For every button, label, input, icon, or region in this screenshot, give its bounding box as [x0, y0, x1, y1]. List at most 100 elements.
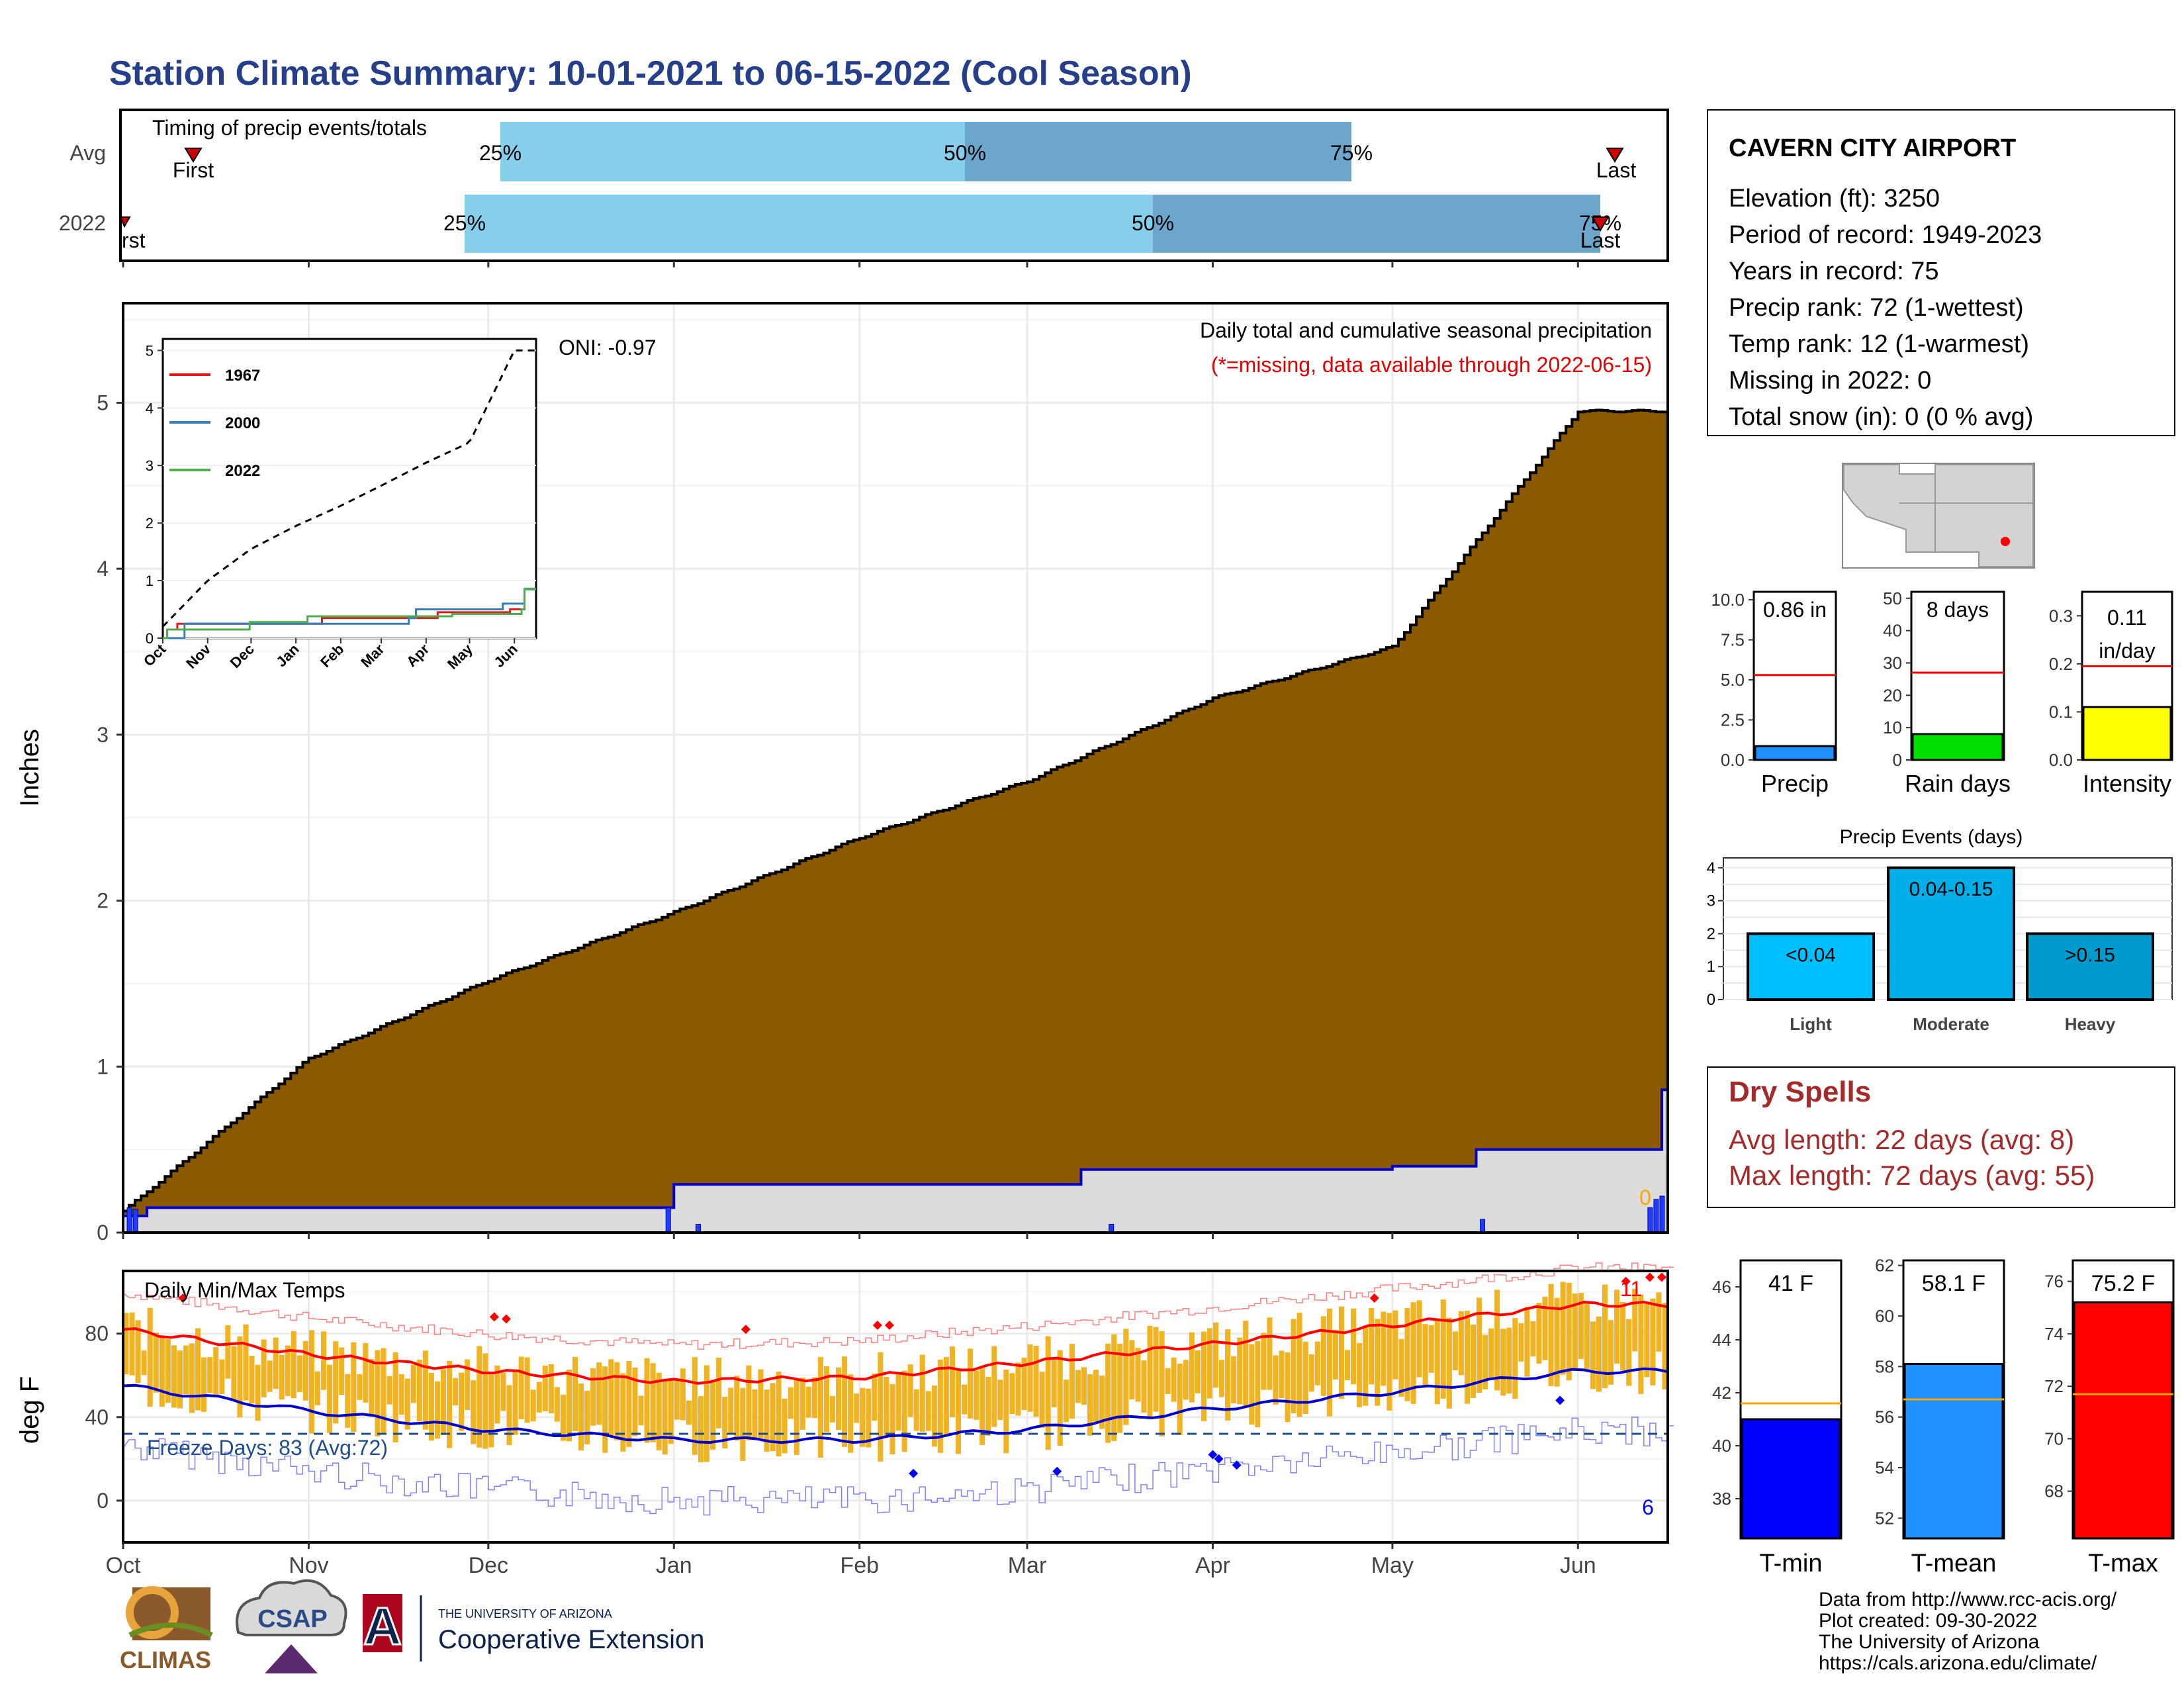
- daily-temp-bar: [1506, 1327, 1512, 1394]
- mini-bar-tick-label: 44: [1712, 1330, 1731, 1350]
- avg-p75-label: 75%: [1330, 141, 1373, 165]
- month-label: Apr: [1195, 1553, 1230, 1578]
- mini-bar-tick-label: 0: [1893, 750, 1902, 770]
- mini-bar-tick-label: 10: [1883, 718, 1902, 737]
- mini-bar-chart: 0 10 20 30 40 50 8 days Rain days: [1883, 588, 2011, 797]
- daily-temp-bar: [1231, 1356, 1237, 1403]
- daily-temp-bar: [153, 1333, 159, 1393]
- y2022-first-label: rst: [122, 228, 146, 252]
- ua-logo: A THE UNIVERSITY OF ARIZONA Cooperative …: [363, 1594, 704, 1662]
- daily-temp-bar: [1632, 1289, 1638, 1352]
- daily-temp-bar: [626, 1361, 632, 1447]
- daily-temp-bar: [710, 1380, 716, 1450]
- daily-temp-bar: [901, 1370, 907, 1452]
- daily-temp-bar: [590, 1368, 596, 1426]
- daily-temp-bar: [680, 1368, 686, 1421]
- daily-temp-bar: [333, 1341, 339, 1424]
- daily-temp-bar: [141, 1350, 147, 1376]
- daily-temp-bar: [1590, 1321, 1596, 1389]
- daily-temp-bar: [1189, 1332, 1195, 1403]
- csap-logo-cloud: [236, 1579, 347, 1636]
- daily-temp-bar: [656, 1372, 662, 1450]
- daily-temp-bar: [1363, 1325, 1369, 1406]
- events-category-label: Moderate: [1913, 1014, 1989, 1034]
- daily-temp-bar: [1530, 1321, 1536, 1357]
- daily-temp-bar: [1249, 1344, 1255, 1425]
- daily-temp-bar: [1009, 1373, 1015, 1415]
- temperature-bars: 38 40 42 44 46 41 F T-min 52 54 56 58 60 62 58.1 F T-m…: [1712, 1256, 2175, 1577]
- daily-temp-bar: [1045, 1336, 1051, 1450]
- temp-bar-tmin: 38 40 42 44 46 41 F T-min: [1712, 1259, 1843, 1577]
- daily-temp-bar: [1273, 1355, 1279, 1405]
- station-line: Total snow (in): 0 (0 % avg): [1729, 403, 2033, 431]
- daily-temp-bar: [494, 1365, 500, 1424]
- daily-temp-bar: [716, 1358, 722, 1429]
- mini-bar-tick-label: 30: [1883, 653, 1902, 673]
- month-label: Mar: [1008, 1553, 1047, 1578]
- daily-temp-bar: [327, 1364, 333, 1433]
- daily-temp-bar: [925, 1391, 931, 1431]
- mini-bar-tick-label: 58: [1875, 1356, 1894, 1376]
- record-low-marker: [1232, 1460, 1242, 1470]
- daily-temp-bar: [572, 1356, 578, 1431]
- precip-ytick-label: 3: [97, 723, 109, 747]
- daily-temp-bar: [1332, 1330, 1338, 1380]
- daily-temp-bar: [1021, 1358, 1027, 1411]
- avg-last-label: Last: [1596, 158, 1637, 182]
- precip-events-chart: Precip Events (days) 0 1 2 3 4 <0.04 Light 0.04…: [1707, 826, 2173, 1034]
- daily-temp-bar: [1416, 1300, 1422, 1378]
- station-line: Years in record: 75: [1729, 258, 1939, 285]
- station-name: CAVERN CITY AIRPORT: [1729, 134, 2016, 162]
- record-high-marker: [178, 1293, 188, 1303]
- daily-temp-bar: [1087, 1374, 1093, 1436]
- daily-temp-bar: [440, 1369, 447, 1436]
- daily-temp-bar: [207, 1357, 213, 1393]
- daily-temp-bar: [1351, 1308, 1357, 1385]
- daily-temp-bar: [387, 1376, 392, 1405]
- month-label: Jun: [1560, 1553, 1596, 1578]
- daily-temp-bar: [261, 1339, 267, 1397]
- mini-bar-tick-label: 40: [1712, 1436, 1731, 1456]
- daily-temp-bar: [1357, 1342, 1363, 1407]
- daily-temp-bar: [410, 1364, 416, 1403]
- daily-temp-bar: [746, 1365, 752, 1440]
- daily-temp-bar: [1392, 1310, 1398, 1380]
- daily-temp-bar: [907, 1364, 913, 1417]
- oni-label: ONI: -0.97: [559, 336, 657, 359]
- daily-precip-bar: [1659, 1196, 1665, 1233]
- daily-temp-bar: [632, 1367, 638, 1436]
- footer-line: Plot created: 09-30-2022: [1819, 1610, 2037, 1632]
- daily-temp-bar: [937, 1359, 943, 1453]
- daily-temp-bar: [1572, 1293, 1578, 1370]
- daily-temp-bar: [1171, 1357, 1177, 1402]
- daily-temp-bar: [321, 1331, 327, 1390]
- daily-temp-bar: [1135, 1348, 1141, 1402]
- record-low-marker: [1555, 1395, 1565, 1405]
- daily-temp-bar: [447, 1360, 453, 1448]
- mini-bar-tick-label: 0.0: [1721, 750, 1745, 770]
- daily-temp-bar: [339, 1347, 345, 1395]
- csap-logo: CSAP: [236, 1579, 347, 1673]
- station-line: Precip rank: 72 (1-wettest): [1729, 294, 2024, 322]
- ua-logo-extension: Cooperative Extension: [438, 1625, 704, 1654]
- daily-temp-bar: [1075, 1370, 1081, 1403]
- daily-temp-bar: [213, 1347, 219, 1398]
- daily-temp-bar: [548, 1364, 554, 1413]
- footer-line: https://cals.arizona.edu/climate/: [1819, 1652, 2097, 1674]
- daily-temp-bar: [381, 1348, 387, 1434]
- y2022-p25-label: 25%: [443, 211, 486, 235]
- daily-temp-bar: [1464, 1311, 1470, 1404]
- daily-temp-bar: [123, 1313, 129, 1375]
- record-high-marker: [872, 1321, 882, 1330]
- daily-temp-bar: [171, 1345, 177, 1408]
- daily-temp-bar: [805, 1386, 811, 1418]
- mini-bar-value: [1754, 745, 1836, 761]
- daily-temp-bar: [506, 1385, 512, 1445]
- daily-temp-bar: [614, 1362, 620, 1441]
- precip-y-label: Inches: [15, 729, 44, 807]
- mini-bar-value: [1741, 1418, 1841, 1540]
- daily-temp-bar: [177, 1350, 183, 1409]
- daily-temp-bar: [165, 1339, 171, 1403]
- daily-temp-bar: [782, 1398, 788, 1454]
